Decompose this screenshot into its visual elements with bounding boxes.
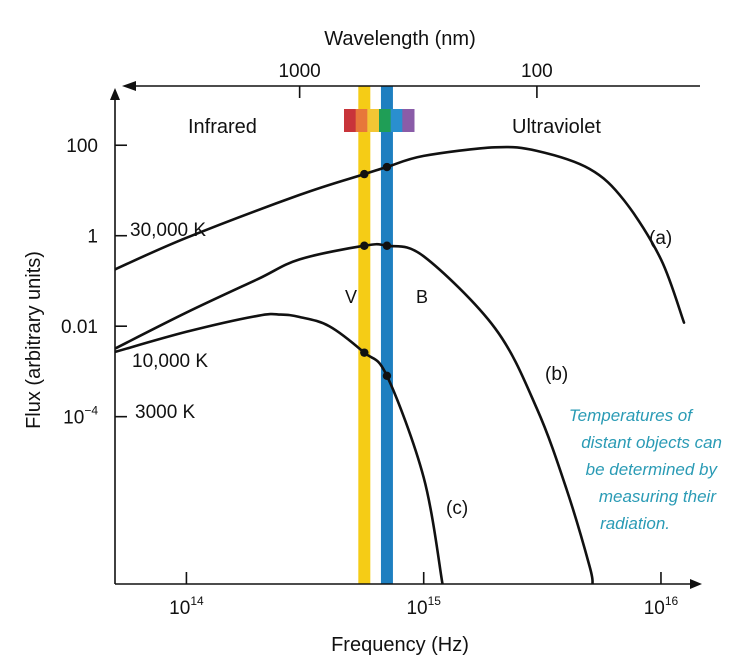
series-label-30000k: 30,000 K	[130, 220, 206, 241]
x-axis-arrow	[690, 579, 702, 589]
spectrum-swatch	[344, 109, 357, 132]
annotation-line: distant objects can	[581, 433, 722, 452]
series-label-10000k: 10,000 K	[132, 351, 208, 372]
annotation-line: measuring their	[599, 487, 718, 506]
x-tick-label: 1015	[406, 594, 441, 619]
top-axis-title: Wavelength (nm)	[324, 28, 476, 50]
spectrum-swatch	[390, 109, 403, 132]
b-band-label: B	[416, 287, 428, 307]
series-tag-c: (c)	[446, 498, 468, 519]
ultraviolet-label: Ultraviolet	[512, 116, 601, 138]
tick-labels: 1014 1015 1016 100 1 0.01 10−4 1000 100	[61, 61, 679, 619]
infrared-label: Infrared	[188, 116, 257, 138]
annotation-line: Temperatures of	[569, 406, 694, 425]
top-tick-label: 100	[521, 61, 553, 82]
y-tick-label: 100	[66, 136, 98, 157]
marked-points	[360, 162, 392, 381]
data-point	[360, 169, 369, 179]
series-line-10000k	[115, 242, 594, 584]
spectrum-swatch	[379, 109, 392, 132]
top-tick-label: 1000	[278, 61, 320, 82]
band-v	[358, 86, 371, 584]
y-axis-arrow	[110, 88, 120, 100]
axes	[110, 81, 702, 589]
data-point	[382, 162, 392, 172]
band-b	[380, 86, 393, 584]
data-point	[360, 348, 369, 357]
series-line-30000k	[115, 145, 686, 324]
x-tick-label: 1016	[644, 594, 679, 619]
annotation-line: be determined by	[586, 460, 719, 479]
spectrum-bar	[344, 109, 415, 132]
spectrum-swatch	[355, 109, 368, 132]
y-tick-label: 1	[87, 227, 98, 248]
labels: Wavelength (nm) Frequency (Hz) Flux (arb…	[23, 28, 722, 656]
series-tag-a: (a)	[649, 228, 672, 249]
x-axis-title: Frequency (Hz)	[331, 634, 469, 656]
series-tag-b: (b)	[545, 364, 568, 385]
data-point	[382, 241, 392, 250]
spectrum-swatch	[367, 109, 380, 132]
x-tick-label: 1014	[169, 594, 204, 619]
v-band-label: V	[345, 287, 357, 307]
annotation-line: radiation.	[600, 514, 670, 533]
data-point	[382, 371, 392, 381]
filter-bands	[358, 86, 393, 584]
flux-curves	[115, 145, 686, 584]
spectrum-swatch	[402, 109, 415, 132]
series-line-3000k	[115, 312, 444, 584]
y-tick-label: 0.01	[61, 317, 98, 338]
y-tick-label: 10−4	[63, 404, 98, 429]
series-label-3000k: 3000 K	[135, 402, 196, 423]
wavelength-axis-arrow	[122, 81, 136, 91]
y-axis-title: Flux (arbitrary units)	[23, 251, 45, 429]
annotation-note: Temperatures of distant objects can be d…	[569, 406, 722, 533]
data-point	[360, 241, 369, 250]
